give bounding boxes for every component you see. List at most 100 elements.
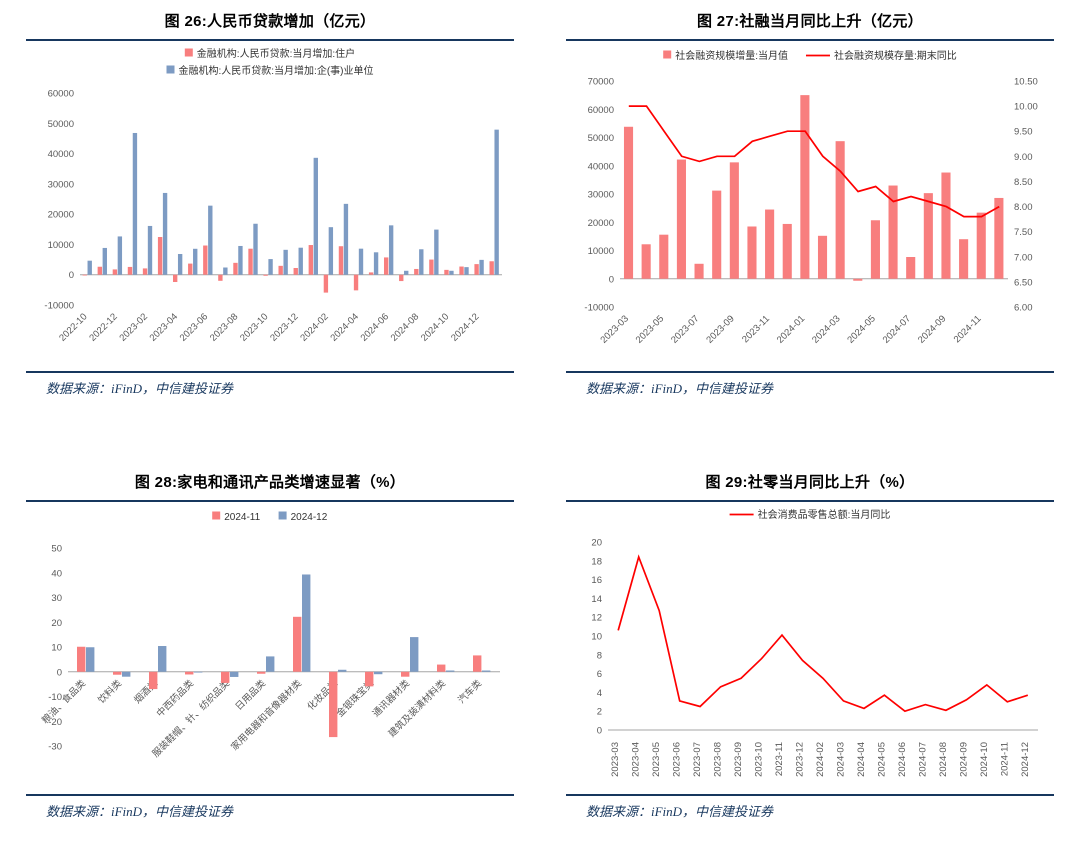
svg-text:40000: 40000 xyxy=(48,149,74,160)
svg-text:40000: 40000 xyxy=(588,161,614,172)
panel-fig27: 图 27:社融当月同比上升（亿元） 70000 60000 50000 40000 30… xyxy=(540,0,1080,423)
svg-text:2024-09: 2024-09 xyxy=(958,742,969,777)
svg-text:0: 0 xyxy=(57,667,62,678)
svg-text:2024-05: 2024-05 xyxy=(845,313,877,345)
svg-text:-30: -30 xyxy=(48,742,62,753)
svg-text:2023-08: 2023-08 xyxy=(713,742,724,777)
svg-text:70000: 70000 xyxy=(588,77,614,88)
fig28-source-note: 数据来源：iFinD，中信建投证券 xyxy=(46,804,234,819)
svg-text:10: 10 xyxy=(51,643,62,654)
svg-text:12: 12 xyxy=(591,613,602,624)
svg-text:社会融资规模存量:期末同比: 社会融资规模存量:期末同比 xyxy=(834,49,957,62)
svg-text:2024-10: 2024-10 xyxy=(979,742,990,777)
panel-fig26: 图 26:人民币贷款增加（亿元） 60000 50000 40000 30000 200… xyxy=(0,0,540,423)
svg-text:2024-07: 2024-07 xyxy=(881,313,913,345)
svg-text:60000: 60000 xyxy=(48,89,74,100)
svg-text:2023-12: 2023-12 xyxy=(795,742,806,777)
svg-text:粮油、食品类: 粮油、食品类 xyxy=(39,677,88,726)
svg-text:2024-02: 2024-02 xyxy=(815,742,826,777)
svg-text:9.50: 9.50 xyxy=(1014,127,1033,138)
svg-text:30000: 30000 xyxy=(48,179,74,190)
svg-text:2024-08: 2024-08 xyxy=(389,311,421,343)
svg-text:20: 20 xyxy=(591,538,602,549)
svg-text:2023-04: 2023-04 xyxy=(148,311,180,343)
svg-text:0: 0 xyxy=(69,270,74,281)
svg-text:20: 20 xyxy=(51,618,62,629)
svg-text:2024-09: 2024-09 xyxy=(916,313,948,345)
svg-text:2023-03: 2023-03 xyxy=(610,742,621,777)
svg-text:2023-03: 2023-03 xyxy=(599,313,631,345)
svg-text:日用品类: 日用品类 xyxy=(233,677,269,713)
svg-text:6.50: 6.50 xyxy=(1014,277,1033,288)
svg-text:50000: 50000 xyxy=(588,133,614,144)
fig26-bottom-divider xyxy=(26,371,514,373)
svg-text:10: 10 xyxy=(591,632,602,643)
svg-text:2023-05: 2023-05 xyxy=(634,313,666,345)
svg-text:2023-12: 2023-12 xyxy=(268,311,300,343)
fig28-title: 图 28:家电和通讯产品类增速显著（%） xyxy=(134,474,406,491)
svg-text:30000: 30000 xyxy=(588,190,614,201)
panel-fig29: 图 29:社零当月同比上升（%） 20 18 16 14 12 10 8 6 4 2 0 2023-0… xyxy=(540,423,1080,846)
svg-text:2023-04: 2023-04 xyxy=(631,742,642,777)
fig29-top-divider xyxy=(566,500,1054,502)
svg-text:2024-02: 2024-02 xyxy=(298,311,330,343)
fig26-title: 图 26:人民币贷款增加（亿元） xyxy=(164,13,376,30)
svg-text:2022-10: 2022-10 xyxy=(57,311,89,343)
svg-text:10.50: 10.50 xyxy=(1014,77,1038,88)
fig27-source-note: 数据来源：iFinD，中信建投证券 xyxy=(586,381,774,396)
fig28-bottom-divider xyxy=(26,794,514,796)
svg-text:2023-10: 2023-10 xyxy=(754,742,765,777)
svg-text:2024-06: 2024-06 xyxy=(897,742,908,777)
svg-text:2024-03: 2024-03 xyxy=(835,742,846,777)
svg-text:2024-04: 2024-04 xyxy=(856,742,867,777)
svg-text:社会消费品零售总额:当月同比: 社会消费品零售总额:当月同比 xyxy=(758,508,891,521)
svg-text:2023-07: 2023-07 xyxy=(669,313,701,345)
svg-text:60000: 60000 xyxy=(588,105,614,116)
svg-text:10000: 10000 xyxy=(48,240,74,251)
svg-text:2024-03: 2024-03 xyxy=(810,313,842,345)
svg-text:10000: 10000 xyxy=(588,246,614,257)
fig26-source-note: 数据来源：iFinD，中信建投证券 xyxy=(46,381,234,396)
fig27-bottom-divider xyxy=(566,371,1054,373)
svg-text:2024-08: 2024-08 xyxy=(938,742,949,777)
svg-text:饮料类: 饮料类 xyxy=(95,677,124,706)
svg-text:2024-10: 2024-10 xyxy=(419,311,451,343)
fig27-title: 图 27:社融当月同比上升（亿元） xyxy=(697,13,923,30)
svg-text:2024-12: 2024-12 xyxy=(1020,742,1031,777)
svg-text:2023-09: 2023-09 xyxy=(704,313,736,345)
svg-text:2023-02: 2023-02 xyxy=(118,311,150,343)
svg-text:-10000: -10000 xyxy=(584,303,614,314)
svg-text:2023-09: 2023-09 xyxy=(733,742,744,777)
svg-text:40: 40 xyxy=(51,568,62,579)
svg-text:汽车类: 汽车类 xyxy=(455,677,484,706)
svg-text:2: 2 xyxy=(597,707,602,718)
svg-text:2023-10: 2023-10 xyxy=(238,311,270,343)
svg-text:9.00: 9.00 xyxy=(1014,152,1033,163)
svg-text:2023-11: 2023-11 xyxy=(774,742,785,776)
panel-fig28: 图 28:家电和通讯产品类增速显著（%） 50 40 30 20 10 0 -10 -20 -3… xyxy=(0,423,540,846)
svg-text:2022-12: 2022-12 xyxy=(87,311,119,343)
svg-text:-20: -20 xyxy=(48,717,62,728)
fig29-source-note: 数据来源：iFinD，中信建投证券 xyxy=(586,804,774,819)
svg-text:20000: 20000 xyxy=(48,210,74,221)
svg-text:金融机构:人民币贷款:当月增加:住户: 金融机构:人民币贷款:当月增加:住户 xyxy=(197,47,355,60)
svg-text:8.00: 8.00 xyxy=(1014,202,1033,213)
svg-text:2023-11: 2023-11 xyxy=(740,313,772,345)
fig29-title: 图 29:社零当月同比上升（%） xyxy=(705,474,915,491)
svg-text:-10000: -10000 xyxy=(44,301,74,312)
svg-text:4: 4 xyxy=(597,688,602,699)
svg-text:2024-11: 2024-11 xyxy=(952,313,984,345)
svg-text:2023-06: 2023-06 xyxy=(672,742,683,777)
svg-text:2024-01: 2024-01 xyxy=(775,313,807,345)
svg-text:-10: -10 xyxy=(48,692,62,703)
svg-text:2023-05: 2023-05 xyxy=(651,742,662,777)
svg-text:2024-11: 2024-11 xyxy=(999,742,1010,776)
svg-text:社会融资规模增量:当月值: 社会融资规模增量:当月值 xyxy=(675,49,788,62)
svg-text:金融机构:人民币贷款:当月增加:企(事)业单位: 金融机构:人民币贷款:当月增加:企(事)业单位 xyxy=(179,64,374,77)
rmb-loan-increase-chart: 6000050000400003000020000100000-10000202… xyxy=(44,47,502,344)
fig29-bottom-divider xyxy=(566,794,1054,796)
svg-text:2023-06: 2023-06 xyxy=(178,311,210,343)
svg-text:2023-07: 2023-07 xyxy=(692,742,703,777)
